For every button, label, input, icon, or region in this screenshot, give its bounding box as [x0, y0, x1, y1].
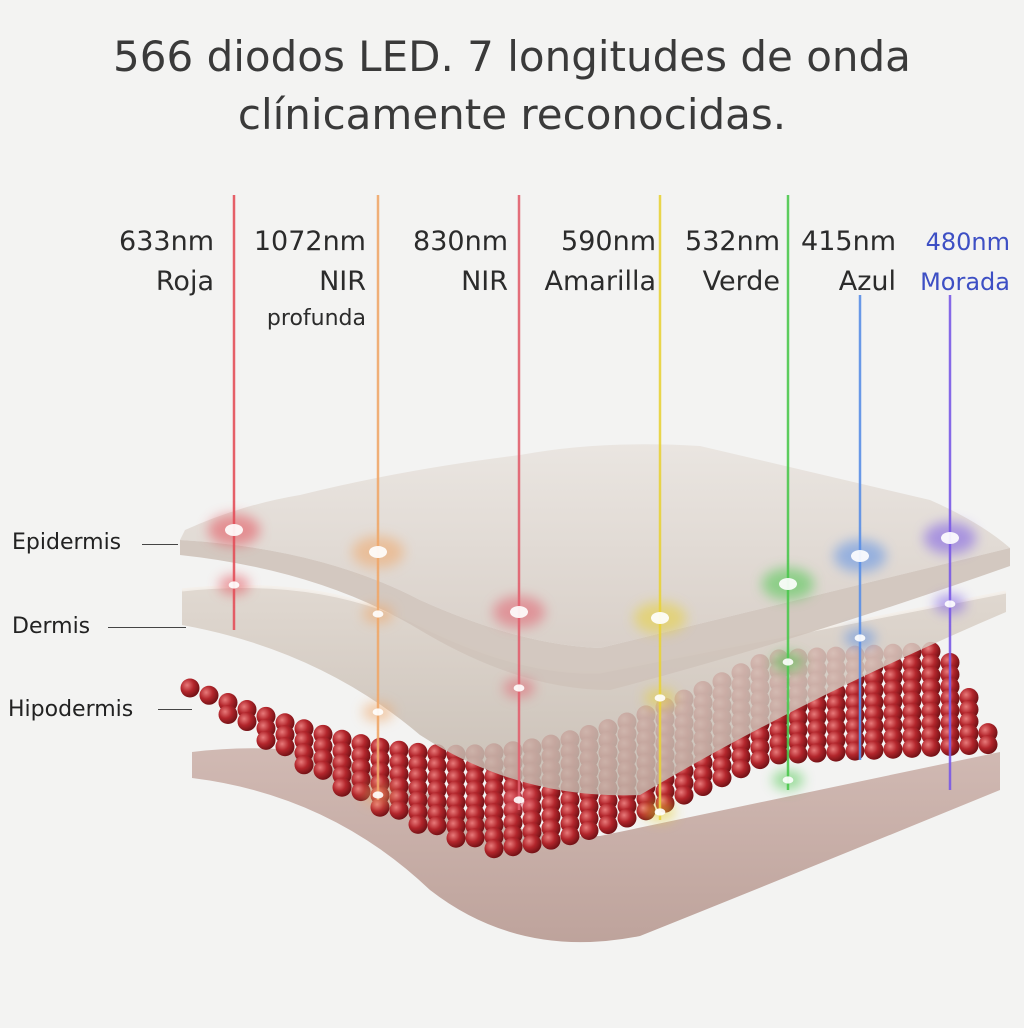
fat-cell: [807, 743, 827, 763]
beam-glow-core: [941, 532, 959, 544]
wavelength-nm: 830nm: [413, 226, 508, 257]
fat-cell: [693, 777, 713, 797]
wavelength-label-480: 480nm Morada: [898, 222, 1010, 302]
fat-cell: [199, 685, 219, 705]
wavelength-label-590: 590nm Amarilla: [528, 222, 656, 302]
beam-glow-core: [779, 578, 797, 590]
fat-cell: [522, 834, 542, 854]
wavelength-label-633: 633nm Roja: [100, 222, 214, 302]
fat-cell: [389, 800, 409, 820]
fat-cell: [750, 750, 770, 770]
wavelength-label-415: 415nm Azul: [790, 222, 896, 302]
fat-cell: [921, 737, 941, 757]
fat-cell: [598, 815, 618, 835]
light-beam-633nm: [208, 195, 260, 630]
fat-cell: [408, 814, 428, 834]
fat-cell: [731, 759, 751, 779]
fat-cell: [674, 785, 694, 805]
fat-cell: [294, 755, 314, 775]
wavelength-label-1072: 1072nm NIR profunda: [240, 222, 366, 336]
fat-cell: [275, 737, 295, 757]
beam-glow-core: [228, 581, 240, 589]
layer-leader-dermis: [108, 627, 186, 628]
fat-cell: [332, 777, 352, 797]
fat-cell: [237, 712, 257, 732]
wavelength-nm: 590nm: [561, 226, 656, 257]
fat-cell: [902, 738, 922, 758]
wavelength-label-532: 532nm Verde: [668, 222, 780, 302]
beam-glow-core: [372, 791, 384, 799]
fat-cell: [484, 839, 504, 859]
fat-cell: [864, 740, 884, 760]
wavelength-name: NIR: [461, 266, 508, 297]
fat-cell: [503, 837, 523, 857]
fat-cell: [788, 744, 808, 764]
fat-cell: [959, 736, 979, 756]
fat-cell: [560, 826, 580, 846]
dermis-sheet: [182, 586, 1006, 796]
beam-glow-core: [513, 796, 525, 804]
beam-glow-core: [369, 546, 387, 558]
wavelength-nm: 415nm: [801, 226, 896, 257]
light-beam-480nm: [924, 295, 976, 790]
layer-label-hipodermis: Hipodermis: [8, 697, 134, 722]
beam-glow-core: [654, 808, 666, 816]
layer-leader-hipodermis: [158, 709, 192, 710]
light-beam-590nm: [634, 195, 686, 822]
beam-glow-core: [851, 550, 869, 562]
fat-cell: [541, 830, 561, 850]
fat-cell: [883, 739, 903, 759]
headline-line-2: clínicamente reconocidas.: [237, 90, 787, 139]
fat-cell: [313, 760, 333, 780]
layer-label-epidermis: Epidermis: [12, 530, 122, 555]
wavelength-label-830: 830nm NIR: [390, 222, 508, 302]
wavelength-nm: 633nm: [119, 226, 214, 257]
light-beam-1072nm: [352, 195, 404, 805]
light-beam-415nm: [834, 295, 886, 760]
beam-glow-core: [782, 658, 794, 666]
light-beam-830nm: [493, 195, 545, 810]
wavelength-name: Morada: [920, 268, 1010, 296]
layer-leader-epidermis: [142, 544, 178, 545]
fat-cell: [769, 745, 789, 765]
fat-cell: [978, 735, 998, 755]
fat-cell: [712, 768, 732, 788]
beam-glow-core: [225, 524, 243, 536]
fat-cell: [180, 678, 200, 698]
beam-glow-core: [651, 612, 669, 624]
wavelength-name: Verde: [702, 266, 780, 297]
layer-label-dermis: Dermis: [12, 614, 91, 639]
beam-glow-core: [654, 694, 666, 702]
fat-cell: [218, 705, 238, 725]
light-beam-532nm: [762, 195, 814, 790]
beam-glow-core: [510, 606, 528, 618]
beam-glow-core: [513, 684, 525, 692]
headline: 566 diodos LED. 7 longitudes de onda clí…: [0, 28, 1024, 144]
headline-line-1: 566 diodos LED. 7 longitudes de onda: [113, 32, 911, 81]
fat-cell: [826, 742, 846, 762]
beam-glow-core: [372, 610, 384, 618]
beam-glow-core: [944, 600, 956, 608]
beam-glow-core: [782, 776, 794, 784]
fat-cell: [617, 808, 637, 828]
wavelength-name: Amarilla: [544, 266, 656, 297]
wavelength-extra: profunda: [266, 306, 366, 331]
wavelength-name: Roja: [155, 266, 214, 297]
epidermis-sheet-front: [180, 540, 1010, 690]
wavelength-nm: 1072nm: [253, 226, 366, 257]
fat-cell: [579, 821, 599, 841]
beam-glow-core: [372, 708, 384, 716]
beam-glow-core: [854, 634, 866, 642]
fat-cell: [465, 828, 485, 848]
wavelength-nm: 480nm: [925, 228, 1010, 256]
fat-cell: [427, 816, 447, 836]
wavelength-nm: 532nm: [685, 226, 780, 257]
wavelength-name: NIR: [319, 266, 366, 297]
wavelength-name: Azul: [838, 266, 896, 297]
fat-cell: [446, 828, 466, 848]
light-beams: [208, 195, 976, 822]
fat-cell: [256, 730, 276, 750]
